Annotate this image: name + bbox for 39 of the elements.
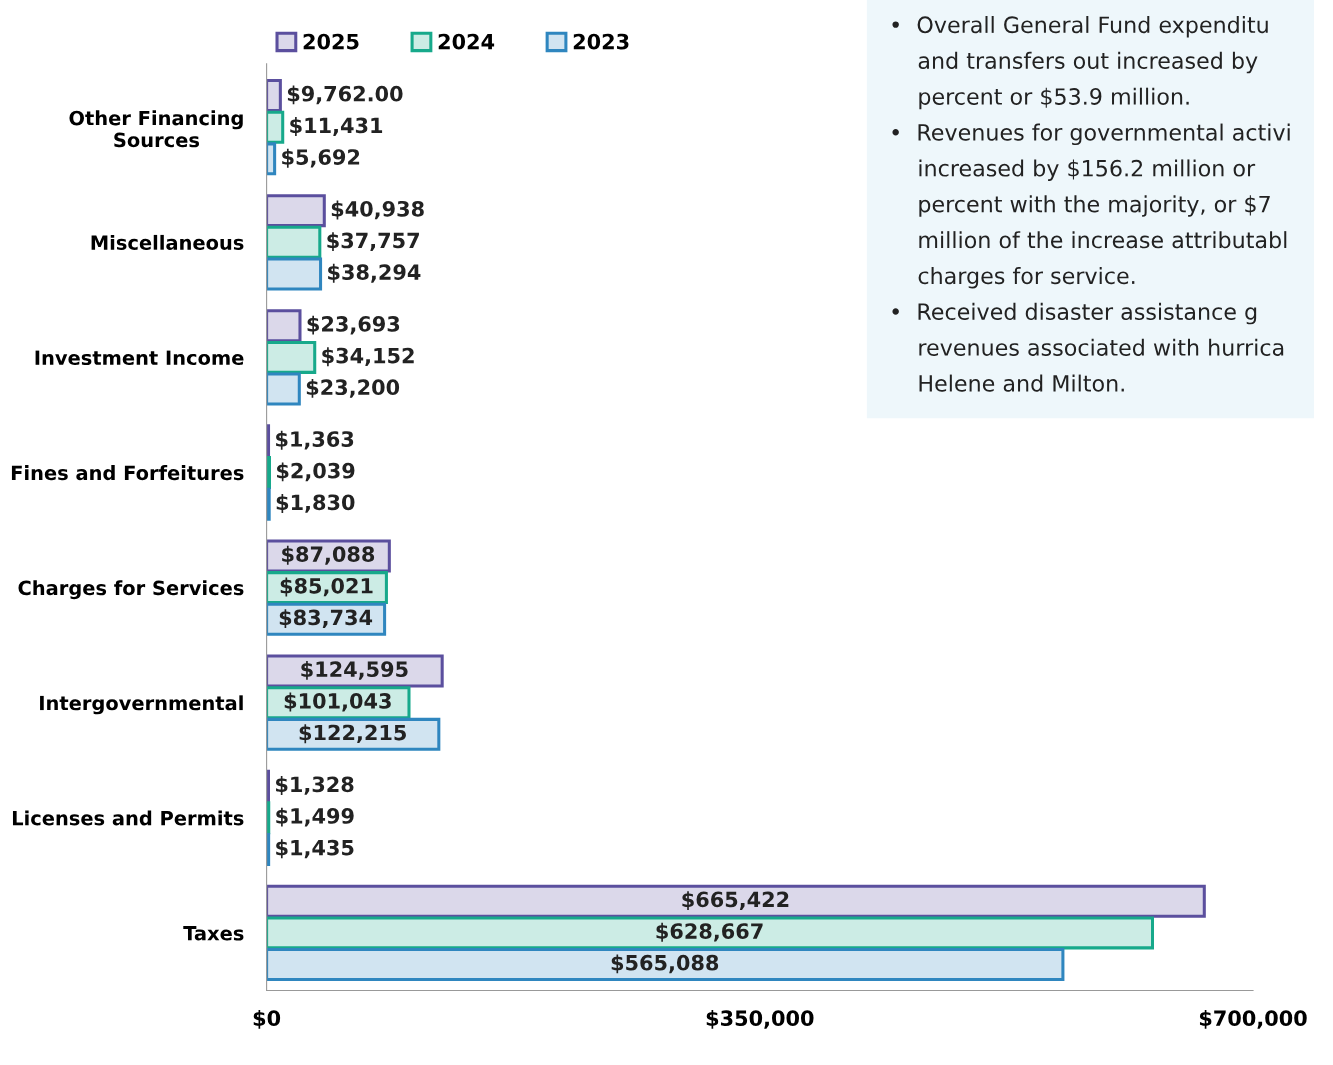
data-label: $34,152 [322,347,414,367]
data-label: $1,435 [276,839,354,859]
data-label: $37,757 [327,232,419,252]
data-label: $1,830 [276,494,355,513]
y-tick-label: Taxes [183,926,244,941]
legend-label: 2024 [438,33,495,50]
y-tick-label: Miscellaneous [91,234,244,250]
data-label: $124,595 [301,660,408,680]
y-tick-label: Investment Income [35,350,244,366]
data-label: $628,667 [656,922,763,942]
y-tick-label: Other Financing Sources [69,110,243,148]
data-label: $87,088 [282,545,375,565]
legend-label: 2025 [303,33,359,50]
data-label: $665,422 [682,891,789,911]
x-tick-label: $350,000 [706,1009,814,1029]
data-label: $1,363 [276,430,354,450]
x-tick-label: $700,000 [1199,1009,1307,1029]
data-label: $23,693 [307,315,400,335]
data-label: $2,039 [277,462,355,482]
x-tick-label: $0 [253,1009,281,1029]
data-label: $101,043 [284,692,391,712]
y-tick-label: Fines and Forfeitures [11,465,244,481]
y-tick-label: Intergovernmental [40,695,243,715]
data-label: $83,734 [279,609,373,629]
data-label: $1,499 [276,807,354,827]
y-tick-label: Charges for Services [18,580,244,600]
data-label: $23,200 [306,378,400,398]
y-tick-label: Licenses and Permits [12,810,244,826]
data-label: $11,431 [290,117,383,137]
data-label: $122,215 [299,724,406,744]
data-label: $5,692 [282,148,360,168]
data-label: $9,762.00 [287,85,403,105]
text: • Overall General Fund expenditu and transfers out increased by percent or $53.9 million. • Revenues for governmental activi increased by $156.2 million or percent with the majority, or $7 million of the increase attributabl charges for service. • Received disaster assistance g revenues associated with hurrica Helene and Milton. [892,15,1290,392]
data-label: $85,021 [280,577,373,597]
data-label: $40,938 [331,200,424,220]
legend-label: 2023 [573,33,629,50]
data-label: $1,328 [276,776,354,795]
data-label: $565,088 [611,954,719,974]
data-label: $38,294 [328,263,421,283]
